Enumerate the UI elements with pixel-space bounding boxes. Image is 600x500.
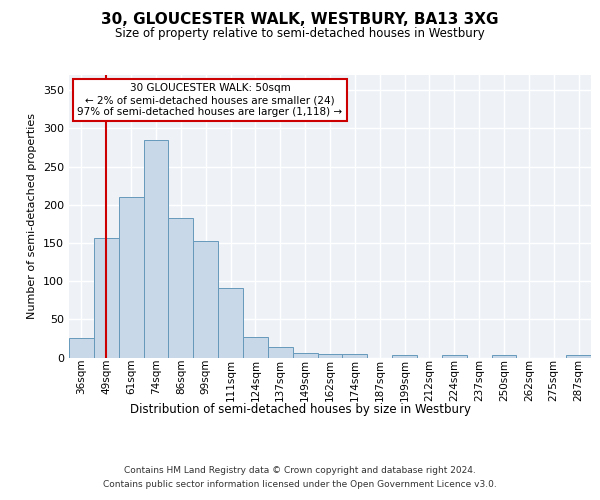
Y-axis label: Number of semi-detached properties: Number of semi-detached properties bbox=[28, 114, 37, 320]
Bar bbox=[119, 197, 143, 358]
Text: Distribution of semi-detached houses by size in Westbury: Distribution of semi-detached houses by … bbox=[130, 402, 470, 415]
Text: Contains HM Land Registry data © Crown copyright and database right 2024.: Contains HM Land Registry data © Crown c… bbox=[124, 466, 476, 475]
Text: Size of property relative to semi-detached houses in Westbury: Size of property relative to semi-detach… bbox=[115, 28, 485, 40]
Bar bbox=[268, 347, 293, 358]
Bar bbox=[69, 338, 94, 357]
Bar bbox=[293, 353, 317, 358]
Bar bbox=[392, 355, 417, 358]
Text: Contains public sector information licensed under the Open Government Licence v3: Contains public sector information licen… bbox=[103, 480, 497, 489]
Text: 30, GLOUCESTER WALK, WESTBURY, BA13 3XG: 30, GLOUCESTER WALK, WESTBURY, BA13 3XG bbox=[101, 12, 499, 28]
Bar bbox=[193, 242, 218, 358]
Bar bbox=[94, 238, 119, 358]
Bar bbox=[442, 355, 467, 358]
Bar bbox=[491, 355, 517, 358]
Text: 30 GLOUCESTER WALK: 50sqm
← 2% of semi-detached houses are smaller (24)
97% of s: 30 GLOUCESTER WALK: 50sqm ← 2% of semi-d… bbox=[77, 84, 343, 116]
Bar bbox=[566, 355, 591, 358]
Bar bbox=[143, 140, 169, 358]
Bar bbox=[343, 354, 367, 358]
Bar bbox=[243, 337, 268, 357]
Bar bbox=[169, 218, 193, 358]
Bar bbox=[218, 288, 243, 358]
Bar bbox=[317, 354, 343, 358]
